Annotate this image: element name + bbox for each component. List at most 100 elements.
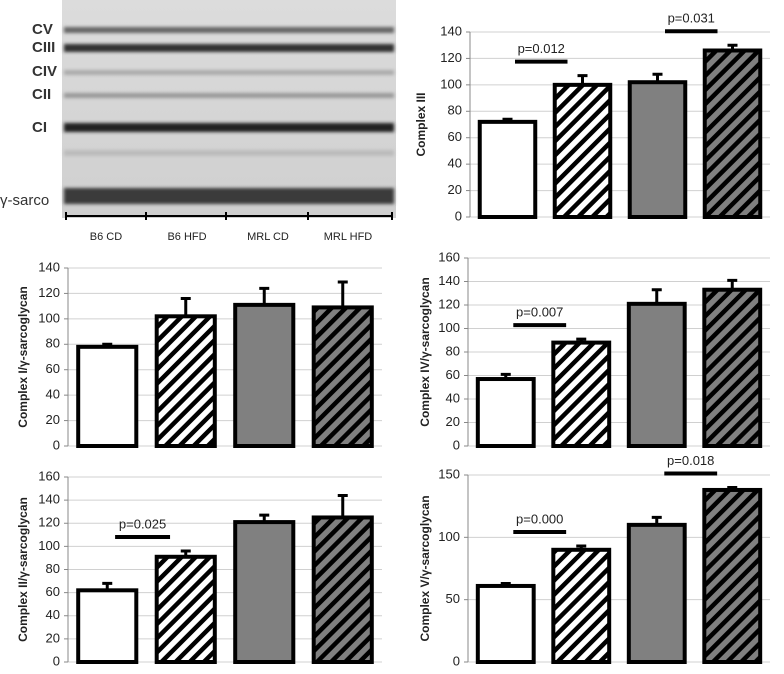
error-bar	[727, 43, 738, 51]
y-axis-label: Complex V/γ-sarcoglycan	[418, 495, 432, 641]
y-tick-label: 100	[440, 76, 462, 91]
y-tick-label: 0	[455, 208, 462, 223]
error-bar	[180, 549, 191, 557]
bar	[551, 340, 612, 449]
y-tick-label: 40	[446, 390, 460, 405]
y-tick-label: 60	[46, 584, 60, 599]
bar	[475, 377, 536, 448]
significance-label: p=0.031	[668, 11, 715, 26]
y-tick-label: 100	[438, 320, 460, 335]
y-tick-label: 120	[440, 50, 462, 65]
y-tick-label: 120	[438, 296, 460, 311]
y-axis-label: Complex II/γ-sarcoglycan	[16, 497, 30, 642]
significance-label: p=0.007	[516, 305, 563, 320]
band-label: CV	[32, 21, 53, 38]
y-axis-label: Complex III	[414, 92, 428, 156]
error-bar	[577, 74, 588, 85]
error-bar	[500, 581, 511, 586]
error-bar	[102, 581, 113, 591]
significance-label: p=0.012	[518, 41, 565, 56]
error-bar	[259, 513, 270, 523]
y-axis-label: Complex IV/γ-sarcoglycan	[418, 277, 432, 426]
band-label: γ-sarco	[0, 192, 49, 209]
bar	[627, 80, 688, 220]
band-label: CI	[32, 119, 47, 136]
group-label: B6 CD	[90, 231, 122, 243]
y-tick-label: 60	[46, 361, 60, 376]
y-tick-label: 140	[440, 23, 462, 38]
bar	[702, 48, 763, 219]
error-bar	[727, 485, 738, 490]
band-label: CIII	[32, 39, 55, 56]
bar	[477, 119, 538, 219]
bar-chart: 0 20 40 60 80 100 120 140 Complex I/γ-sarcoglyca…	[16, 259, 382, 452]
bar	[233, 520, 296, 664]
bar	[154, 314, 217, 449]
bar	[233, 302, 296, 448]
y-tick-label: 140	[438, 273, 460, 288]
bar	[626, 301, 687, 449]
y-tick-label: 20	[446, 414, 460, 429]
error-bar	[727, 278, 738, 290]
y-tick-label: 80	[46, 561, 60, 576]
error-bar	[502, 117, 513, 122]
error-bar	[576, 337, 587, 343]
y-tick-label: 60	[446, 367, 460, 382]
y-tick-label: 160	[38, 468, 60, 483]
error-bar	[102, 342, 113, 347]
y-axis-label: Complex I/γ-sarcoglycan	[16, 286, 30, 427]
y-tick-label: 0	[453, 653, 460, 668]
group-label: MRL HFD	[324, 231, 373, 243]
y-tick-label: 40	[448, 156, 462, 171]
y-tick-label: 0	[53, 437, 60, 452]
y-tick-label: 120	[38, 515, 60, 530]
bar-chart: 0 50 100 150 Complex V/γ-sarcoglycan p=0.000 p…	[418, 453, 770, 668]
error-bar	[651, 288, 662, 304]
bar	[76, 344, 139, 449]
y-tick-label: 40	[46, 387, 60, 402]
y-tick-label: 100	[38, 310, 60, 325]
y-tick-label: 140	[38, 492, 60, 507]
error-bar	[180, 297, 191, 317]
group-label: MRL CD	[247, 231, 289, 243]
y-tick-label: 140	[38, 259, 60, 274]
bar	[311, 515, 374, 664]
y-tick-label: 60	[448, 129, 462, 144]
band-label: CII	[32, 86, 51, 103]
bar-chart: 0 20 40 60 80 100 120 140 Complex III p=0.012 p=0.…	[414, 11, 770, 223]
error-bar	[652, 72, 663, 83]
significance-label: p=0.000	[516, 511, 563, 526]
y-tick-label: 40	[46, 607, 60, 622]
band-label: CIV	[32, 63, 57, 80]
y-tick-label: 160	[438, 249, 460, 264]
significance-label: p=0.025	[119, 516, 166, 531]
y-tick-label: 80	[46, 336, 60, 351]
bar	[475, 583, 536, 664]
bar	[702, 487, 763, 664]
bar	[311, 305, 374, 448]
y-tick-label: 150	[438, 466, 460, 481]
error-bar	[259, 286, 270, 305]
y-tick-label: 120	[38, 285, 60, 300]
error-bar	[500, 372, 511, 380]
bar	[552, 82, 613, 219]
group-label: B6 HFD	[167, 231, 206, 243]
error-bar	[337, 280, 348, 308]
error-bar	[337, 494, 348, 518]
blot-membrane	[62, 0, 396, 218]
y-tick-label: 20	[46, 412, 60, 427]
y-tick-label: 20	[448, 182, 462, 197]
bar-chart: 0 20 40 60 80 100 120 140 160 Complex II/γ-sarcog…	[16, 468, 382, 668]
y-tick-label: 80	[448, 103, 462, 118]
western-blot: CV CIII CIV CII CI γ-sarco B6 CD B6 HFD …	[0, 0, 396, 243]
blot-bands	[64, 27, 394, 204]
y-tick-label: 20	[46, 630, 60, 645]
bar	[76, 588, 139, 664]
y-tick-label: 50	[446, 591, 460, 606]
bar	[702, 287, 763, 448]
y-tick-label: 0	[53, 653, 60, 668]
y-tick-label: 100	[438, 529, 460, 544]
y-tick-label: 80	[446, 343, 460, 358]
bar-chart: 0 20 40 60 80 100 120 140 160 Complex IV/γ-sarcog…	[418, 249, 770, 452]
y-tick-label: 100	[38, 538, 60, 553]
